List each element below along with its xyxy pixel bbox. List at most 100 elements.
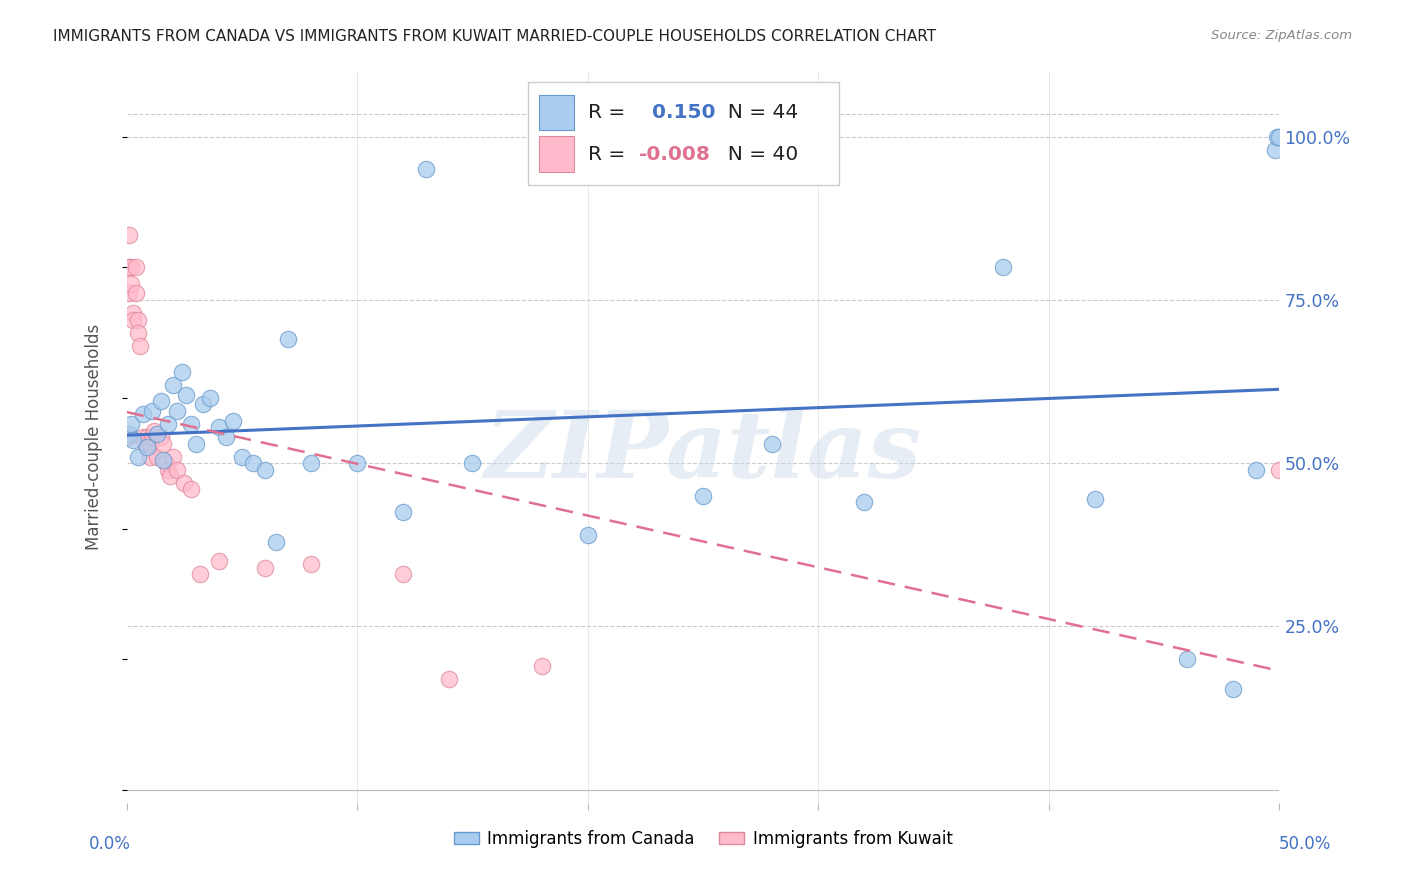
Point xyxy=(176,387,198,401)
Point xyxy=(1265,129,1288,144)
Point xyxy=(761,436,783,450)
Point xyxy=(221,414,243,428)
Point xyxy=(120,417,142,431)
Point xyxy=(145,426,167,441)
FancyBboxPatch shape xyxy=(540,136,574,171)
Point xyxy=(415,162,437,177)
Point xyxy=(141,430,163,444)
Point xyxy=(120,277,142,291)
Point xyxy=(162,450,184,464)
Text: 0.0%: 0.0% xyxy=(89,835,131,853)
Point xyxy=(122,434,145,448)
FancyBboxPatch shape xyxy=(527,82,839,185)
Text: Source: ZipAtlas.com: Source: ZipAtlas.com xyxy=(1212,29,1353,42)
Point xyxy=(1268,129,1291,144)
Point xyxy=(131,430,153,444)
Text: R =: R = xyxy=(588,145,631,163)
Point xyxy=(152,453,174,467)
Point xyxy=(150,394,173,409)
Point xyxy=(215,430,238,444)
Text: ZIPatlas: ZIPatlas xyxy=(485,407,921,497)
Point xyxy=(118,426,141,441)
Point xyxy=(152,436,174,450)
Point xyxy=(138,436,160,450)
Text: IMMIGRANTS FROM CANADA VS IMMIGRANTS FROM KUWAIT MARRIED-COUPLE HOUSEHOLDS CORRE: IMMIGRANTS FROM CANADA VS IMMIGRANTS FRO… xyxy=(53,29,936,44)
Point xyxy=(299,456,322,470)
Point xyxy=(198,391,221,405)
Point xyxy=(1246,463,1268,477)
Point xyxy=(692,489,714,503)
Point xyxy=(157,463,180,477)
Text: N = 40: N = 40 xyxy=(714,145,797,163)
Text: N = 44: N = 44 xyxy=(714,103,797,122)
Point xyxy=(129,338,152,352)
Point xyxy=(392,567,415,582)
FancyBboxPatch shape xyxy=(540,95,574,130)
Point xyxy=(180,417,202,431)
Point xyxy=(117,426,139,441)
Point xyxy=(117,430,139,444)
Point xyxy=(141,404,163,418)
Point xyxy=(461,456,484,470)
Point xyxy=(138,450,160,464)
Point xyxy=(173,475,195,490)
Text: 50.0%: 50.0% xyxy=(1278,835,1331,853)
Point xyxy=(188,567,211,582)
Point xyxy=(136,440,159,454)
Text: R =: R = xyxy=(588,103,644,122)
Point xyxy=(155,456,177,470)
Point xyxy=(170,365,193,379)
Point xyxy=(439,672,461,686)
Point xyxy=(118,286,141,301)
Point xyxy=(576,528,599,542)
Point xyxy=(1222,681,1244,696)
Point xyxy=(208,420,231,434)
Y-axis label: Married-couple Households: Married-couple Households xyxy=(84,324,103,550)
Point xyxy=(143,424,166,438)
Point xyxy=(1264,143,1286,157)
Point xyxy=(184,436,207,450)
Point xyxy=(991,260,1014,275)
Text: -0.008: -0.008 xyxy=(638,145,710,163)
Point xyxy=(134,436,156,450)
Point xyxy=(1084,492,1107,507)
Point xyxy=(125,286,148,301)
Point xyxy=(253,463,276,477)
Point xyxy=(120,260,142,275)
Point xyxy=(266,534,288,549)
Point xyxy=(162,377,184,392)
Point xyxy=(166,463,188,477)
Text: 0.150: 0.150 xyxy=(652,103,716,122)
Point xyxy=(180,483,202,497)
Point xyxy=(157,417,180,431)
Point xyxy=(299,558,322,572)
Point xyxy=(118,260,141,275)
Point xyxy=(392,505,415,519)
Point xyxy=(253,560,276,574)
Point xyxy=(118,227,141,242)
Point xyxy=(191,397,214,411)
Point xyxy=(346,456,368,470)
Point xyxy=(136,430,159,444)
Point xyxy=(122,306,145,320)
Point xyxy=(1268,463,1291,477)
Point xyxy=(122,312,145,326)
Point xyxy=(530,658,553,673)
Point xyxy=(125,260,148,275)
Point xyxy=(208,554,231,568)
Point xyxy=(242,456,264,470)
Point xyxy=(277,332,299,346)
Point xyxy=(127,450,149,464)
Point xyxy=(166,404,188,418)
Point xyxy=(853,495,876,509)
Legend: Immigrants from Canada, Immigrants from Kuwait: Immigrants from Canada, Immigrants from … xyxy=(447,823,959,855)
Point xyxy=(150,430,173,444)
Point xyxy=(115,430,138,444)
Point xyxy=(127,312,149,326)
Point xyxy=(1175,652,1198,666)
Point xyxy=(145,450,167,464)
Point xyxy=(231,450,253,464)
Point xyxy=(131,407,153,421)
Point xyxy=(159,469,181,483)
Point xyxy=(127,326,149,340)
